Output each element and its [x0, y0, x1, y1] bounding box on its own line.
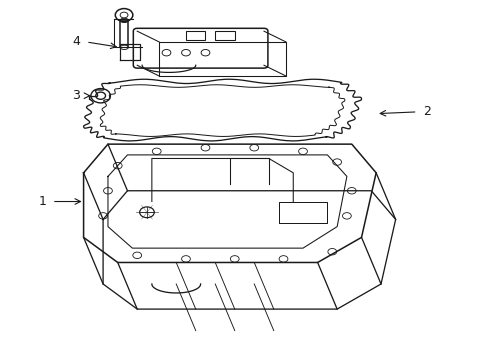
- Text: 2: 2: [423, 105, 430, 118]
- Text: 3: 3: [72, 89, 80, 102]
- Text: 1: 1: [38, 195, 46, 208]
- Bar: [185, 31, 205, 40]
- Text: 4: 4: [72, 35, 80, 49]
- Bar: [215, 31, 234, 40]
